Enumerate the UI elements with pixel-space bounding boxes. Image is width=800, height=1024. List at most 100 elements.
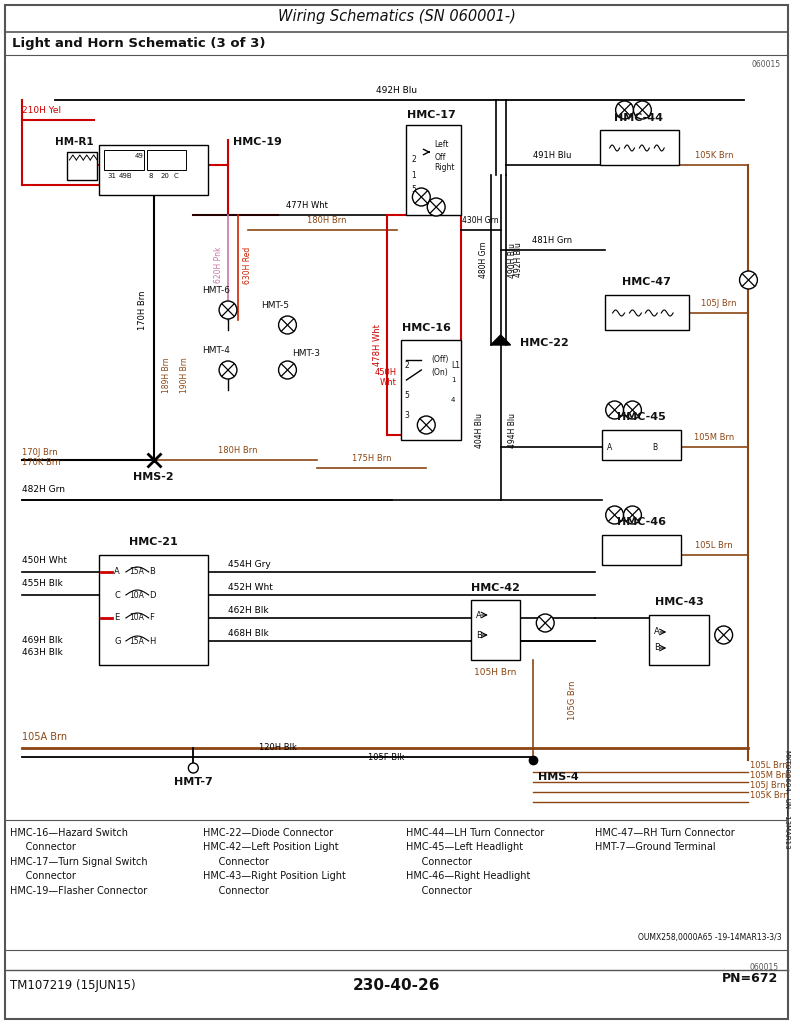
Text: 1: 1 [411, 171, 416, 179]
Circle shape [623, 506, 642, 524]
Text: 180H Brn: 180H Brn [307, 216, 347, 225]
Text: 2: 2 [411, 156, 416, 165]
Text: A: A [476, 610, 482, 620]
Polygon shape [490, 335, 510, 345]
Text: HMC-47—RH Turn Connector
HMT-7—Ground Terminal: HMC-47—RH Turn Connector HMT-7—Ground Te… [595, 828, 734, 852]
Text: C: C [174, 173, 178, 179]
Circle shape [188, 763, 198, 773]
Text: 175H Brn: 175H Brn [352, 454, 391, 463]
Bar [146, 150, 186, 170]
Text: HMC-21: HMC-21 [130, 537, 178, 547]
Text: C: C [114, 591, 120, 599]
Text: 430H Grn: 430H Grn [462, 216, 499, 225]
Circle shape [427, 198, 445, 216]
Text: 1: 1 [451, 377, 455, 383]
Circle shape [219, 361, 237, 379]
Circle shape [606, 401, 623, 419]
Text: 450H
Wht: 450H Wht [374, 368, 397, 387]
Text: HMC-17: HMC-17 [407, 110, 456, 120]
Text: F: F [149, 613, 154, 623]
Bar [602, 430, 681, 460]
Bar [650, 615, 709, 665]
Text: 463H Blk: 463H Blk [22, 648, 62, 657]
Text: 230-40-26: 230-40-26 [353, 978, 440, 992]
Text: (On): (On) [431, 368, 448, 377]
Text: 31: 31 [107, 173, 116, 179]
Circle shape [616, 101, 634, 119]
Text: 4: 4 [451, 397, 455, 403]
Text: 492H Blu: 492H Blu [376, 86, 417, 95]
Text: 20: 20 [161, 173, 170, 179]
Text: 3: 3 [405, 411, 410, 420]
Text: 10A: 10A [129, 613, 144, 623]
Bar [605, 295, 689, 330]
Text: 450H Wht: 450H Wht [22, 556, 67, 565]
Text: 5: 5 [405, 390, 410, 399]
Bar [99, 555, 208, 665]
Text: 49: 49 [134, 153, 143, 159]
Text: 189H Brn: 189H Brn [162, 357, 170, 393]
Bar [471, 600, 521, 660]
Text: 480H Grn: 480H Grn [478, 242, 488, 279]
Text: (Off): (Off) [431, 355, 449, 364]
Text: A: A [114, 567, 120, 577]
Text: Light and Horn Schematic (3 of 3): Light and Horn Schematic (3 of 3) [12, 37, 266, 49]
Text: 180H Brn: 180H Brn [218, 446, 258, 455]
Text: HMT-3: HMT-3 [293, 349, 321, 358]
Text: 452H Wht: 452H Wht [228, 583, 273, 592]
Text: 478H Wht: 478H Wht [373, 324, 382, 366]
Text: B: B [149, 567, 154, 577]
Text: 10A: 10A [129, 591, 144, 599]
Text: HMT-4: HMT-4 [202, 346, 230, 355]
Text: HMS-2: HMS-2 [134, 472, 174, 482]
Text: HMC-42: HMC-42 [471, 583, 520, 593]
Circle shape [412, 188, 430, 206]
Circle shape [623, 401, 642, 419]
Text: HMT-5: HMT-5 [262, 301, 290, 310]
Text: 481H Grn: 481H Grn [532, 236, 572, 245]
Text: HMC-19: HMC-19 [233, 137, 282, 147]
Text: D: D [149, 591, 155, 599]
Bar [602, 535, 681, 565]
Text: G: G [114, 637, 121, 645]
Text: HMC-44: HMC-44 [614, 113, 663, 123]
Text: Wiring Schematics (SN 060001-): Wiring Schematics (SN 060001-) [278, 9, 515, 25]
Text: 105K Brn: 105K Brn [750, 791, 789, 800]
Text: PN=672: PN=672 [722, 972, 778, 984]
Text: 490H Blu: 490H Blu [507, 243, 517, 278]
Text: HMC-22—Diode Connector
HMC-42—Left Position Light
     Connector
HMC-43—Right Po: HMC-22—Diode Connector HMC-42—Left Posit… [203, 828, 346, 896]
Text: E: E [114, 613, 119, 623]
Circle shape [739, 271, 758, 289]
Text: 105H Brn: 105H Brn [474, 668, 517, 677]
Text: 105J Brn: 105J Brn [701, 299, 737, 308]
Text: A: A [606, 442, 612, 452]
Text: 105A Brn: 105A Brn [22, 732, 67, 742]
Text: HMC-44—LH Turn Connector
HMC-45—Left Headlight
     Connector
HMC-46—Right Headl: HMC-44—LH Turn Connector HMC-45—Left Hea… [406, 828, 545, 896]
Text: 105F Blk: 105F Blk [369, 753, 405, 762]
Text: 105L Brn: 105L Brn [695, 541, 733, 550]
Bar [402, 340, 461, 440]
Circle shape [714, 626, 733, 644]
Text: Left: Left [434, 140, 449, 150]
Text: A: A [654, 628, 660, 637]
Text: B: B [476, 631, 482, 640]
Text: HMC-22: HMC-22 [521, 338, 570, 348]
Text: 2: 2 [405, 360, 410, 370]
Circle shape [634, 101, 651, 119]
Text: 492H Blu: 492H Blu [514, 243, 522, 278]
Text: 468H Blk: 468H Blk [228, 629, 269, 638]
Bar [104, 150, 144, 170]
Text: 060015: 060015 [751, 60, 780, 69]
Text: HMC-16—Hazard Switch
     Connector
HMC-17—Turn Signal Switch
     Connector
HMC: HMC-16—Hazard Switch Connector HMC-17—Tu… [10, 828, 147, 896]
Text: L1: L1 [451, 360, 460, 370]
Text: 469H Blk: 469H Blk [22, 636, 62, 645]
Text: 105J Brn: 105J Brn [750, 781, 786, 790]
Text: B: B [652, 442, 658, 452]
Text: 8: 8 [149, 173, 154, 179]
Text: HMC-46: HMC-46 [617, 517, 666, 527]
Text: 462H Blk: 462H Blk [228, 606, 269, 615]
Text: TM107219 (15JUN15): TM107219 (15JUN15) [10, 979, 135, 991]
Bar [99, 145, 208, 195]
Text: 491H Blu: 491H Blu [533, 151, 571, 160]
Text: 105L Brn: 105L Brn [750, 761, 788, 770]
